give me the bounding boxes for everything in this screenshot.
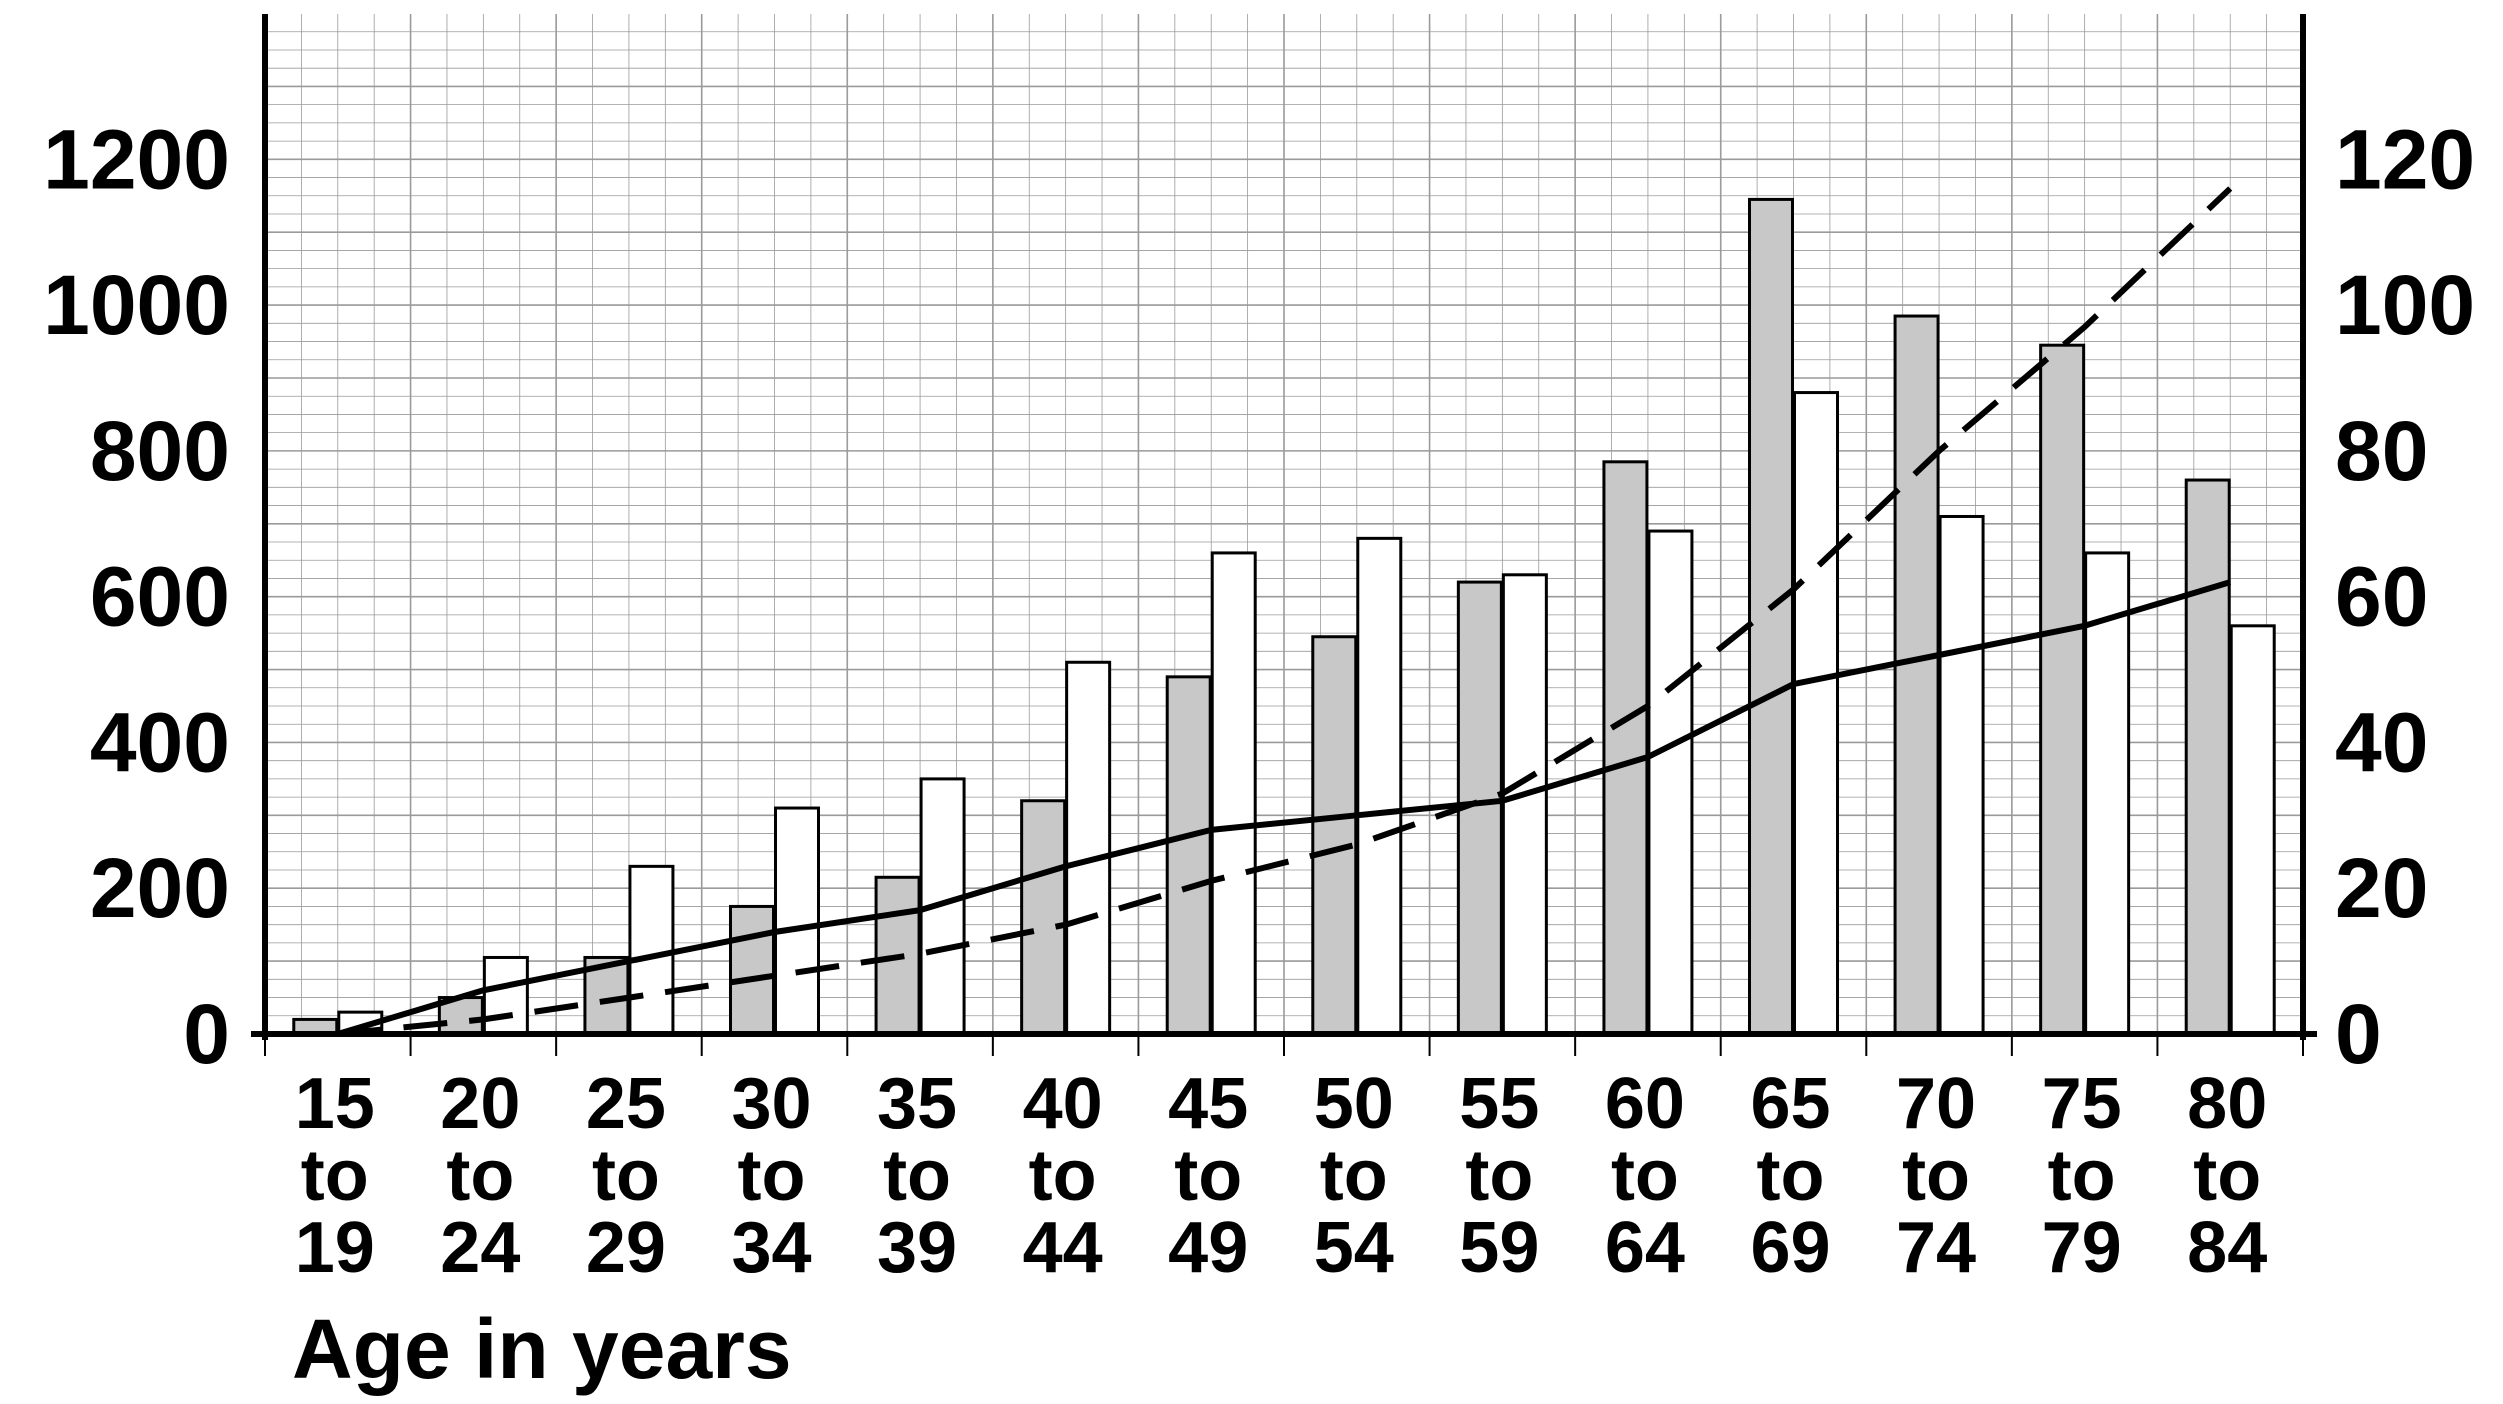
x-tick-label: 44 [1023,1208,1103,1288]
bar-gray [2039,343,2086,1036]
y-tick-label-right: 20 [2335,841,2428,935]
x-tick-label: 20 [440,1064,520,1144]
x-tick-label: 24 [440,1208,520,1288]
bar-gray [1311,635,1358,1036]
axis-layer [251,14,2317,1056]
x-tick-label: 29 [586,1208,666,1288]
x-tick-label: 65 [1750,1064,1830,1144]
x-tick-label: 69 [1750,1208,1830,1288]
y-tick-label-left: 1000 [43,258,230,352]
x-tick-label: to [1465,1136,1533,1216]
bar-white [1356,536,1403,1036]
x-tick-label: 39 [877,1208,957,1288]
y-tick-label-left: 600 [90,550,230,644]
y-tick-label-right: 120 [2335,112,2475,206]
x-tick-label: 75 [2042,1064,2122,1144]
bar-white [1793,391,1839,1036]
x-tick-label: to [2193,1136,2261,1216]
x-tick-label: 64 [1605,1208,1685,1288]
x-tick-label: to [1320,1136,1388,1216]
bar-white [1065,660,1112,1036]
series-line-dashed [337,186,2233,1037]
grid-layer [264,14,2304,1035]
x-tick-label: 70 [1896,1064,1976,1144]
x-tick-label: 50 [1314,1064,1394,1144]
y-tick-label-left: 0 [183,987,230,1081]
bar-gray [1020,799,1067,1036]
x-tick-label: 80 [2187,1064,2267,1144]
x-tick-label: 59 [1459,1208,1539,1288]
bar-layer [292,197,2276,1036]
x-tick-label: 19 [295,1208,375,1288]
x-axis-title: Age in years [292,1302,792,1396]
x-tick-label: to [738,1136,806,1216]
bar-gray [729,904,775,1036]
series-line-solid [336,579,2232,1037]
x-tick-label: to [883,1136,951,1216]
x-tick-label: 40 [1023,1064,1103,1144]
x-tick-label: 60 [1605,1064,1685,1144]
x-tick-label: 55 [1459,1064,1539,1144]
bar-white [1647,529,1694,1036]
y-tick-label-left: 200 [90,841,230,935]
y-tick-label-right: 0 [2335,987,2382,1081]
y-tick-label-left: 400 [90,695,230,789]
x-tick-label: 34 [731,1208,811,1288]
y-tick-label-right: 100 [2335,258,2475,352]
bar-gray [2184,478,2231,1036]
bar-white [1501,573,1548,1036]
bar-white [1938,514,1985,1036]
bar-gray [1165,675,1212,1036]
x-tick-label: 49 [1168,1208,1248,1288]
bar-gray [1748,197,1794,1036]
line-layer [336,186,2233,1037]
x-tick-label: to [2048,1136,2116,1216]
x-tick-label: 54 [1314,1208,1394,1288]
bar-white [1210,551,1257,1036]
x-tick-label: to [1902,1136,1970,1216]
x-tick-label: to [301,1136,369,1216]
label-layer: Age in years 0 200 400 600 800 1000 1200 0 20 40 6… [43,112,2475,1396]
bar-gray [1893,314,1940,1036]
x-tick-label: to [1174,1136,1242,1216]
x-tick-label: 45 [1168,1064,1248,1144]
x-tick-label: 35 [877,1064,957,1144]
y-tick-label-right: 60 [2335,550,2428,644]
x-tick-label: 25 [586,1064,666,1144]
y-tick-label-left: 1200 [43,112,230,206]
bar-gray [1602,460,1649,1036]
x-tick-label: to [446,1136,514,1216]
x-tick-label: 74 [1896,1208,1976,1288]
x-tick-label: to [1757,1136,1825,1216]
bar-white [628,864,675,1036]
x-tick-label: to [1029,1136,1097,1216]
bar-white [482,955,529,1036]
x-tick-label: to [592,1136,660,1216]
x-tick-label: 30 [731,1064,811,1144]
x-tick-label: 79 [2042,1208,2122,1288]
y-tick-label-left: 800 [90,404,230,498]
x-tick-label: 15 [295,1064,375,1144]
y-tick-label-right: 40 [2335,695,2428,789]
x-tick-label: to [1611,1136,1679,1216]
bar-white [774,806,820,1036]
x-tick-label: 84 [2187,1208,2267,1288]
bar-white [2229,624,2276,1036]
y-tick-label-right: 80 [2335,404,2428,498]
